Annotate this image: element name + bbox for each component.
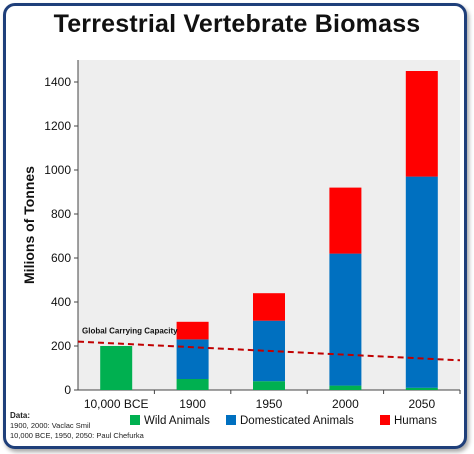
x-tick-label: 2000	[332, 397, 359, 411]
source-note-heading: Data:	[10, 411, 31, 420]
bar-humans-3	[329, 187, 362, 254]
y-tick-label: 200	[51, 339, 71, 353]
legend-swatch-2	[380, 415, 390, 425]
legend-label-1: Domesticated Animals	[240, 415, 354, 427]
y-tick-label: 1000	[44, 163, 71, 177]
x-tick-label: 1900	[179, 397, 206, 411]
x-tick-label: 2050	[408, 397, 435, 411]
chart-title: Terrestrial Vertebrate Biomass	[53, 10, 421, 38]
y-tick-label: 1400	[44, 75, 71, 89]
bar-wild-animals-3	[329, 385, 362, 390]
y-tick-label: 600	[51, 251, 71, 265]
carrying-capacity-line	[77, 340, 461, 362]
legend-label-0: Wild Animals	[144, 415, 210, 427]
bar-humans-1	[176, 321, 209, 340]
source-note-line-2: 10,000 BCE, 1950, 2050: Paul Chefurka	[10, 431, 144, 440]
x-tick-label: 1950	[256, 397, 283, 411]
y-axis-title: Milions of Tonnes	[21, 166, 37, 284]
bar-wild-animals-1	[176, 379, 209, 390]
bar-domesticated-animals-4	[405, 176, 438, 388]
legend-label-2: Humans	[394, 415, 437, 427]
source-note-line-1: 1900, 2000: Vaclac Smil	[10, 421, 91, 430]
bar-wild-animals-2	[253, 381, 285, 390]
bar-wild-animals-4	[405, 387, 438, 390]
y-tick-label: 0	[64, 383, 71, 397]
y-tick-label: 800	[51, 207, 71, 221]
legend-swatch-1	[226, 415, 236, 425]
bar-humans-2	[253, 293, 285, 321]
carrying-capacity-label: Global Carrying Capacity	[82, 327, 178, 336]
x-tick-label: 10,000 BCE	[84, 397, 149, 411]
y-tick-label: 1200	[44, 119, 71, 133]
y-tick-label: 400	[51, 295, 71, 309]
legend-swatch-0	[130, 415, 140, 425]
bar-wild-animals-0	[100, 346, 133, 390]
bar-humans-4	[405, 71, 438, 177]
bar-domesticated-animals-1	[176, 339, 209, 379]
bar-domesticated-animals-3	[329, 253, 362, 386]
